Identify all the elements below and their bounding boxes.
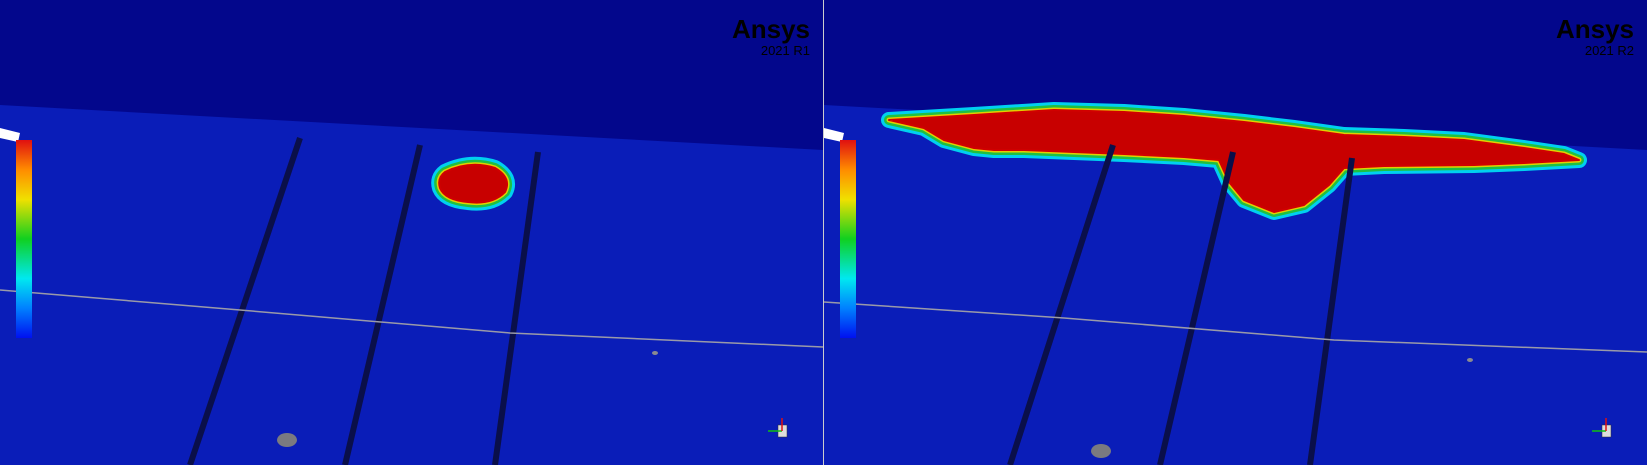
hole [1091,444,1111,458]
stiffener [342,144,423,465]
edge-highlight [0,128,20,142]
product-logo: Ansys [732,14,810,44]
plate-surface [824,105,1647,465]
stiffener [1157,151,1236,465]
color-legend-bar [16,140,32,338]
plate-surface [0,105,823,465]
contour-region [431,156,515,211]
hole [1467,358,1473,362]
stiffener [492,151,541,465]
product-version: 2021 R2 [1585,43,1634,58]
product-logo: Ansys [1556,14,1634,44]
color-legend-bar [840,140,856,338]
stiffener [1307,157,1355,465]
stiffener [187,137,303,465]
hole [652,351,658,355]
product-version: 2021 R1 [761,43,810,58]
contour-region [881,102,1587,220]
contour-band [438,163,508,204]
edge-highlight [824,128,844,142]
hole [277,433,297,447]
stiffener [1007,144,1116,465]
contour-band [888,109,1580,213]
edge-line [0,289,824,348]
edge-line [823,301,1647,353]
